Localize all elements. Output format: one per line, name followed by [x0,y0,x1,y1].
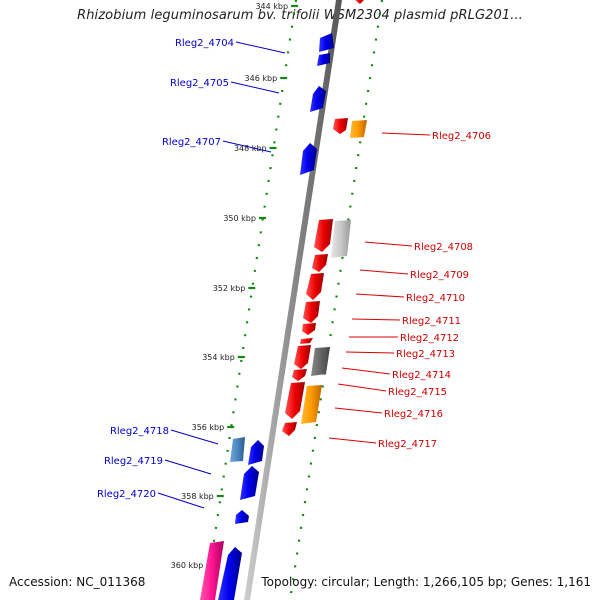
gene-label-reverse[interactable]: Rleg2_4715 [388,387,447,398]
gene-rleg2-4713-red[interactable] [300,338,313,344]
gene-leader-line [328,437,377,444]
gene-rleg2-4704b[interactable] [317,53,330,66]
gene-rleg2-4709[interactable] [312,254,328,272]
gene-rleg2-4714[interactable] [294,345,311,369]
right-track-genes [301,120,367,424]
gene-leader-line [364,241,413,247]
track-outline-right [288,0,384,600]
gene-rleg2-4717[interactable] [282,422,297,436]
gene-label-reverse[interactable]: Rleg2_4710 [406,293,465,304]
gene-label-reverse[interactable]: Rleg2_4708 [414,242,473,253]
gene-rleg2-4719-upper[interactable] [248,440,264,465]
gene-top-red[interactable] [355,0,364,4]
gene-label-reverse[interactable]: Rleg2_4713 [396,349,455,360]
gene-label-forward[interactable]: Rleg2_4720 [97,489,156,500]
gene-rleg2-4719[interactable] [240,466,259,500]
gene-leader-line [341,367,391,375]
kbp-label: 344 kbp [255,2,288,11]
gene-rleg2-4704[interactable] [319,33,334,52]
gene-magenta[interactable] [200,541,224,600]
gene-labels: Rleg2_4704 Rleg2_4705 Rleg2_4707 Rleg2_4718… [97,38,491,509]
gene-rleg2-4718[interactable] [230,437,245,462]
gene-rleg2-4705[interactable] [310,86,326,112]
kbp-label: 354 kbp [202,353,235,362]
gene-rleg2-4716-orange[interactable] [301,385,322,424]
kbp-label: 360 kbp [171,561,204,570]
gene-rleg2-4720[interactable] [235,510,249,524]
map-title: Rhizobium leguminosarum bv. trifolii WSM… [77,8,523,23]
genome-backbone [244,0,342,600]
kbp-label: 348 kbp [234,144,267,153]
gene-rleg2-4707[interactable] [300,143,317,175]
gene-label-forward[interactable]: Rleg2_4705 [170,78,229,89]
forward-strand-genes [218,33,334,600]
gene-label-forward[interactable]: Rleg2_4704 [175,38,234,49]
gene-leader-line [222,140,272,153]
gene-rleg2-4716[interactable] [285,382,305,419]
gene-label-reverse[interactable]: Rleg2_4716 [384,409,443,420]
summary-text: Topology: circular; Length: 1,266,105 bp… [261,575,591,589]
gene-leader-line [381,132,431,136]
kbp-label: 358 kbp [181,492,214,501]
gene-rleg2-4711[interactable] [303,301,320,323]
gene-label-forward[interactable]: Rleg2_4719 [104,456,163,467]
gene-label-reverse[interactable]: Rleg2_4717 [378,439,437,450]
gene-rleg2-4715[interactable] [292,369,307,381]
gene-leader-line [170,429,219,445]
gene-rleg2-4712[interactable] [302,323,316,335]
kbp-label: 350 kbp [223,214,256,223]
gene-label-forward[interactable]: Rleg2_4718 [110,426,169,437]
gene-rleg2-4708[interactable] [314,219,333,252]
track-outline-left [203,0,298,600]
gene-rleg2-4708-grey[interactable] [331,220,351,258]
gene-leader-line [355,293,405,298]
kbp-label: 356 kbp [192,423,225,432]
gene-label-reverse[interactable]: Rleg2_4714 [392,370,451,381]
gene-rleg2-4710[interactable] [306,273,324,300]
left-track-genes [200,437,245,600]
gene-leader-line [351,318,401,321]
gene-leader-line [230,81,280,94]
gene-label-reverse[interactable]: Rleg2_4709 [410,270,469,281]
gene-leader-line [235,41,286,54]
gene-label-reverse[interactable]: Rleg2_4711 [402,316,461,327]
reverse-strand-genes [282,0,364,436]
gene-label-forward[interactable]: Rleg2_4707 [162,137,221,148]
gene-leader-line [157,492,205,509]
gene-rleg2-4713[interactable] [311,347,330,376]
kbp-label: 352 kbp [213,284,246,293]
gene-rleg2-4706[interactable] [350,120,367,138]
kbp-label: 346 kbp [245,74,278,83]
gene-leader-line [345,351,395,354]
gene-rleg2-4706-red[interactable] [333,118,348,134]
gene-leader-line [359,269,409,275]
gene-leader-line [337,383,387,392]
gene-leader-line [334,407,383,414]
gene-leader-line [164,459,212,475]
accession-text: Accession: NC_011368 [9,575,146,589]
gene-label-reverse[interactable]: Rleg2_4712 [400,333,459,344]
gene-forward-bottom[interactable] [218,547,242,600]
gene-label-reverse[interactable]: Rleg2_4706 [432,131,491,142]
